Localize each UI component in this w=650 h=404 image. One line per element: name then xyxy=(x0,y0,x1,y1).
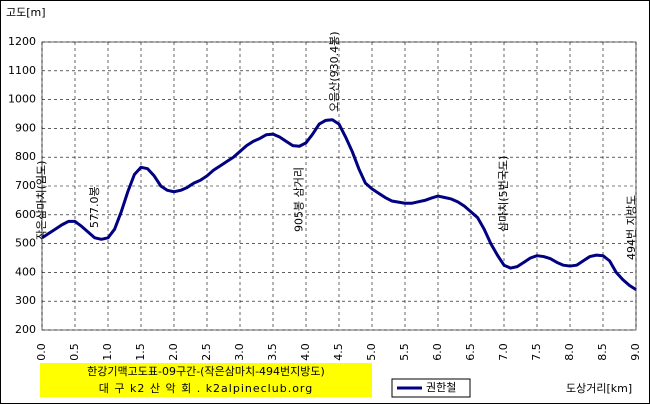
x-tick-label: 2.0 xyxy=(167,343,180,361)
y-tick-label: 400 xyxy=(15,265,36,278)
x-tick-label: 6.5 xyxy=(464,343,477,361)
annotation: 오음산(930.4봉) xyxy=(328,31,341,112)
x-tick-label: 0.0 xyxy=(35,343,48,361)
x-tick-label: 1.5 xyxy=(134,343,147,361)
y-axis-label: 고도[m] xyxy=(6,6,46,19)
annotation: 577.0봉 xyxy=(88,186,101,228)
x-tick-label: 7.5 xyxy=(530,343,543,361)
x-tick-label: 5.5 xyxy=(398,343,411,361)
x-tick-label: 9.0 xyxy=(629,343,642,361)
x-tick-label: 4.0 xyxy=(299,343,312,361)
chart-title: 한강기맥고도표-09구간-(작은삼마치-494번지방도) xyxy=(87,365,325,378)
annotation: 905봉 삼거리 xyxy=(292,167,305,232)
plot-border xyxy=(41,41,637,331)
y-tick-label: 500 xyxy=(15,237,36,250)
y-tick-label: 1100 xyxy=(8,64,36,77)
legend xyxy=(391,378,471,398)
y-tick-label: 900 xyxy=(15,121,36,134)
legend-label: 권한철 xyxy=(426,381,456,394)
x-tick-label: 3.5 xyxy=(266,343,279,361)
annotation: 삼마치(5번국도) xyxy=(497,156,510,232)
x-tick-label: 3.0 xyxy=(233,343,246,361)
x-axis-label: 도상거리[km] xyxy=(566,382,632,395)
x-tick-label: 8.5 xyxy=(596,343,609,361)
y-tick-label: 200 xyxy=(15,323,36,336)
x-tick-label: 2.5 xyxy=(200,343,213,361)
x-tick-label: 8.0 xyxy=(563,343,576,361)
x-tick-label: 5.0 xyxy=(365,343,378,361)
x-tick-label: 0.5 xyxy=(68,343,81,361)
y-tick-label: 1200 xyxy=(8,35,36,48)
y-tick-label: 800 xyxy=(15,150,36,163)
y-tick-label: 700 xyxy=(15,179,36,192)
x-tick-label: 4.5 xyxy=(332,343,345,361)
x-tick-label: 1.0 xyxy=(101,343,114,361)
title-box xyxy=(40,363,372,397)
chart-subtitle: 대 구 k2 산 악 회 . k2alpineclub.org xyxy=(99,382,313,395)
annotation: 494번 지방도 xyxy=(625,195,638,260)
x-tick-label: 6.0 xyxy=(431,343,444,361)
y-tick-label: 1000 xyxy=(8,93,36,106)
elevation-line xyxy=(41,118,637,291)
y-tick-label: 600 xyxy=(15,208,36,221)
annotation: 작은삼마치(임도) xyxy=(35,161,48,240)
x-tick-label: 7.0 xyxy=(497,343,510,361)
y-tick-label: 300 xyxy=(15,294,36,307)
